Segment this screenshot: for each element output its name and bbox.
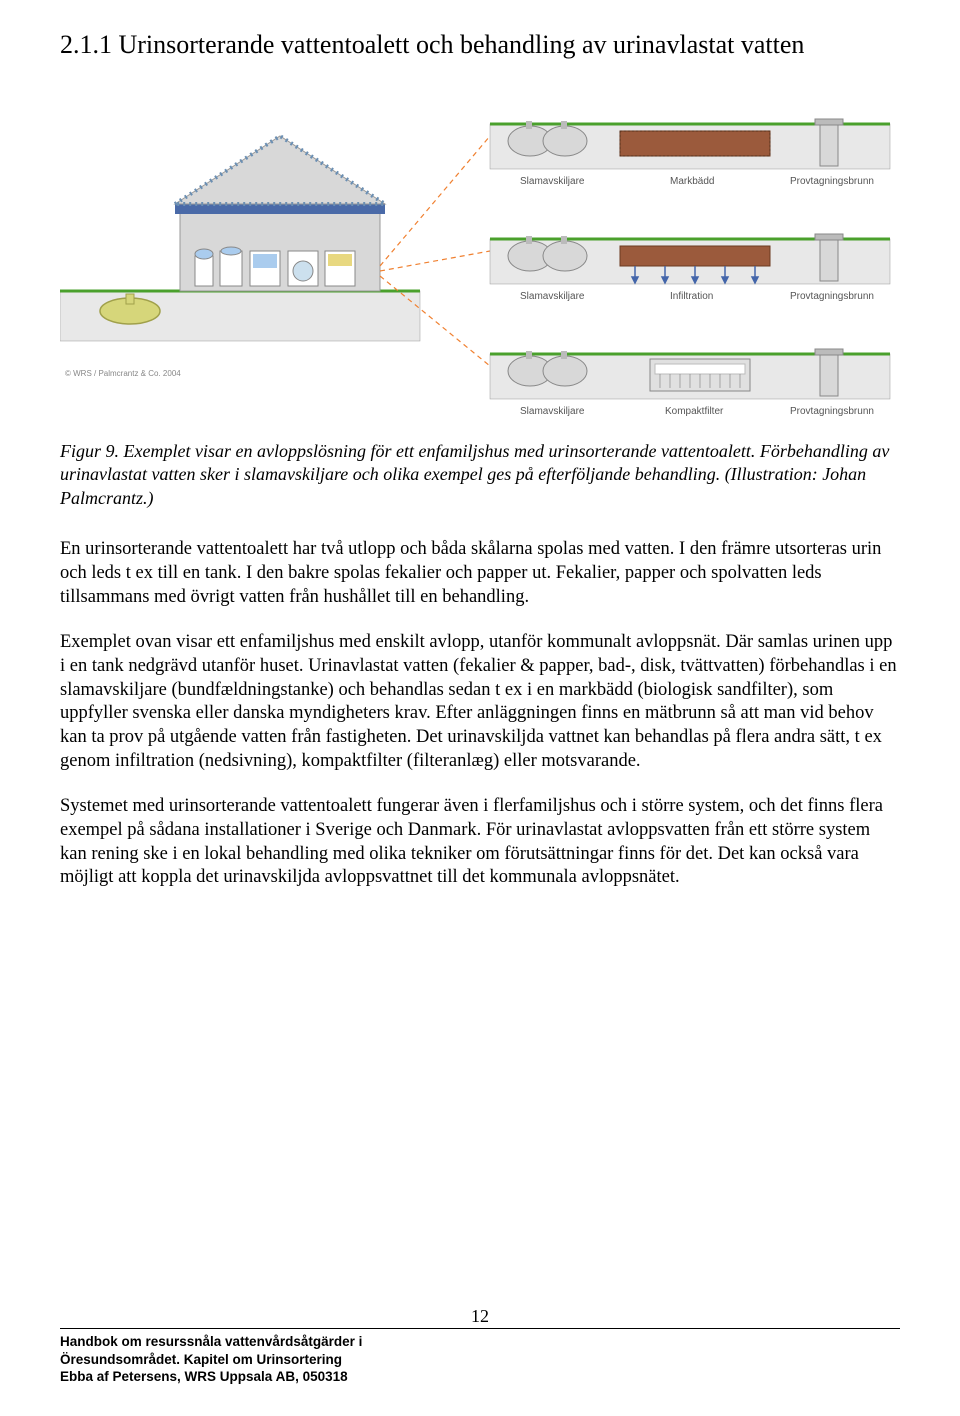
treatment-row-1: Slamavskiljare Markbädd Provtagningsbrun… [490,119,890,187]
figure-diagram: © WRS / Palmcrantz & Co. 2004 Slamavskil… [60,76,900,416]
paragraph-3: Systemet med urinsorterande vattentoalet… [60,795,900,890]
body-text: En urinsorterande vattentoalett har två … [60,538,900,890]
row1-label3: Provtagningsbrunn [790,176,874,187]
row2-label1: Slamavskiljare [520,291,585,302]
row1-label2: Markbädd [670,176,714,187]
treatment-row-2: Slamavskiljare Infiltration Provtagnings… [490,234,890,302]
figure-caption: Figur 9. Exemplet visar en avloppslösnin… [60,440,900,510]
footer-line1: Handbok om resurssnåla vattenvårdsåtgärd… [60,1333,900,1351]
footer-line2: Öresundsområdet. Kapitel om Urinsorterin… [60,1351,900,1369]
figure-copyright: © WRS / Palmcrantz & Co. 2004 [65,369,181,378]
row2-label2: Infiltration [670,291,713,302]
paragraph-2: Exemplet ovan visar ett enfamiljshus med… [60,631,900,773]
page-footer: 12 Handbok om resurssnåla vattenvårdsåtg… [60,1328,900,1386]
row3-label3: Provtagningsbrunn [790,406,874,416]
row3-label1: Slamavskiljare [520,406,585,416]
section-heading: 2.1.1 Urinsorterande vattentoalett och b… [60,30,900,60]
paragraph-1: En urinsorterande vattentoalett har två … [60,538,900,609]
page-number: 12 [465,1306,495,1327]
row2-label3: Provtagningsbrunn [790,291,874,302]
treatment-row-3: Slamavskiljare Kompaktfilter Provtagning… [490,349,890,416]
footer-line3: Ebba af Petersens, WRS Uppsala AB, 05031… [60,1368,900,1386]
row3-label2: Kompaktfilter [665,406,724,416]
row1-label1: Slamavskiljare [520,176,585,187]
house-illustration [60,136,420,341]
